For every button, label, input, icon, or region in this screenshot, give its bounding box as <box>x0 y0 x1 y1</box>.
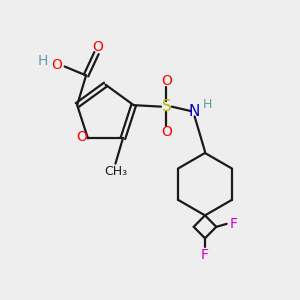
Text: N: N <box>189 103 200 118</box>
Text: O: O <box>161 125 172 140</box>
Text: H: H <box>38 54 49 68</box>
Text: O: O <box>76 130 87 144</box>
Text: H: H <box>202 98 212 111</box>
Text: F: F <box>201 248 209 262</box>
Text: CH₃: CH₃ <box>104 165 127 178</box>
Text: O: O <box>51 58 62 72</box>
Text: O: O <box>161 74 172 88</box>
Text: O: O <box>92 40 104 54</box>
Text: F: F <box>230 217 238 231</box>
Text: S: S <box>161 99 171 114</box>
